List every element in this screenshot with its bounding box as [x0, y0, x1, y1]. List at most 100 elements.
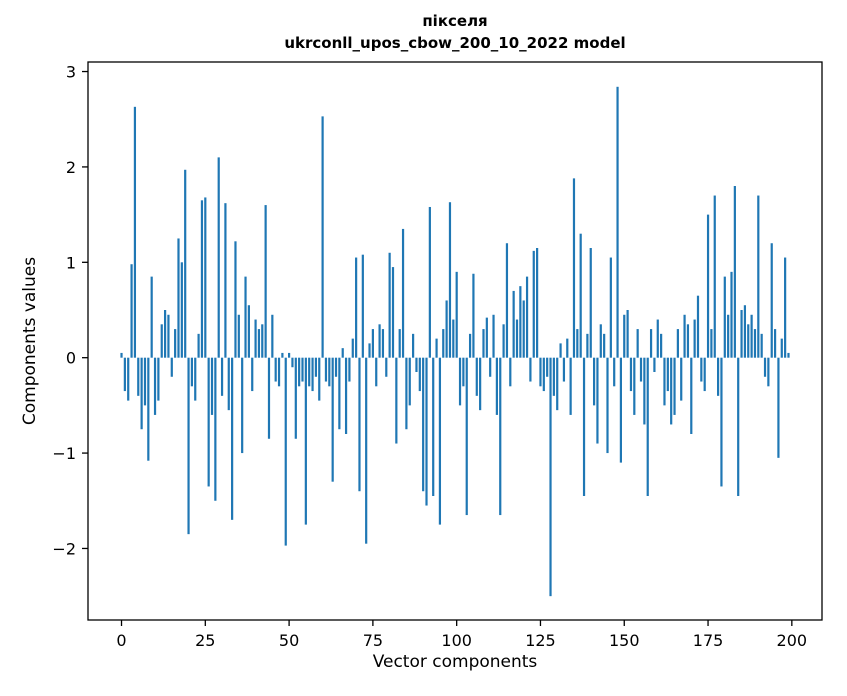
bar — [787, 352, 790, 358]
bar — [616, 86, 619, 358]
bar — [529, 357, 532, 382]
bar — [140, 357, 143, 430]
bar — [670, 357, 673, 425]
bar — [559, 343, 562, 358]
bar — [780, 338, 783, 358]
bar — [130, 264, 133, 358]
bar — [425, 357, 428, 506]
bar — [773, 329, 777, 358]
bar — [271, 314, 274, 358]
bar — [220, 357, 224, 396]
bar — [187, 357, 190, 535]
bar — [231, 357, 234, 520]
bar — [609, 257, 612, 358]
bar — [723, 276, 726, 358]
bar — [636, 329, 639, 358]
bar — [237, 314, 240, 358]
bar — [626, 310, 629, 358]
bar — [184, 169, 187, 358]
bar — [298, 357, 301, 387]
bar — [757, 195, 760, 358]
bar — [686, 324, 690, 358]
bar — [167, 314, 170, 358]
bar — [549, 357, 552, 597]
bar — [546, 357, 549, 377]
bar — [177, 238, 180, 358]
bar — [676, 329, 679, 358]
bar — [509, 357, 512, 387]
bar — [737, 357, 740, 496]
bar — [294, 357, 297, 439]
bar — [197, 333, 200, 358]
bar — [750, 314, 753, 358]
bar — [438, 357, 442, 525]
bar — [204, 197, 207, 358]
bar — [365, 357, 368, 544]
bar — [482, 329, 485, 358]
bar — [412, 333, 415, 358]
bar — [435, 338, 438, 358]
bar — [418, 357, 421, 392]
bar — [539, 357, 542, 387]
bar — [391, 267, 395, 358]
bar — [408, 357, 411, 406]
bar — [586, 333, 589, 358]
bar — [623, 314, 626, 358]
bar — [277, 357, 281, 387]
bar — [656, 319, 659, 358]
bar — [120, 352, 123, 358]
bar — [649, 329, 653, 358]
bar — [763, 357, 767, 377]
y-tick-label: 3 — [66, 63, 76, 82]
bar — [582, 357, 586, 496]
bar — [224, 203, 227, 358]
bar — [485, 317, 488, 358]
bar — [264, 205, 267, 358]
bar — [556, 357, 559, 411]
bar — [217, 157, 220, 358]
bar — [288, 352, 291, 358]
bar — [784, 257, 787, 358]
bar — [324, 357, 328, 382]
bar — [505, 243, 509, 358]
bar — [321, 116, 324, 358]
bar — [291, 357, 294, 368]
bar — [492, 314, 495, 358]
bar — [395, 357, 398, 444]
bar — [495, 357, 498, 415]
y-tick-label: −2 — [52, 539, 76, 558]
bar — [767, 357, 770, 387]
bar — [442, 329, 445, 358]
bar — [717, 357, 720, 396]
bar — [398, 329, 401, 358]
bar — [663, 357, 666, 406]
bar — [589, 248, 592, 358]
y-tick-label: 2 — [66, 158, 76, 177]
axes-frame — [87, 61, 823, 621]
bar — [388, 252, 391, 358]
bar — [475, 357, 478, 396]
bar — [730, 271, 733, 358]
bar — [405, 357, 408, 430]
x-tick-label: 50 — [279, 631, 299, 650]
bar — [706, 214, 710, 358]
bar — [479, 357, 482, 411]
bar — [328, 357, 331, 387]
bar — [502, 324, 505, 358]
bar — [344, 357, 348, 434]
bar — [143, 357, 147, 406]
bar — [536, 248, 539, 358]
bar — [304, 357, 307, 525]
x-tick-label: 150 — [609, 631, 640, 650]
bar — [760, 333, 763, 358]
bar — [713, 195, 716, 358]
bar — [653, 357, 656, 372]
bar — [619, 357, 622, 463]
bar — [522, 300, 525, 358]
bar — [566, 338, 569, 358]
bar — [673, 357, 676, 415]
bar — [341, 348, 344, 358]
bar — [599, 324, 602, 358]
bar — [552, 357, 555, 396]
